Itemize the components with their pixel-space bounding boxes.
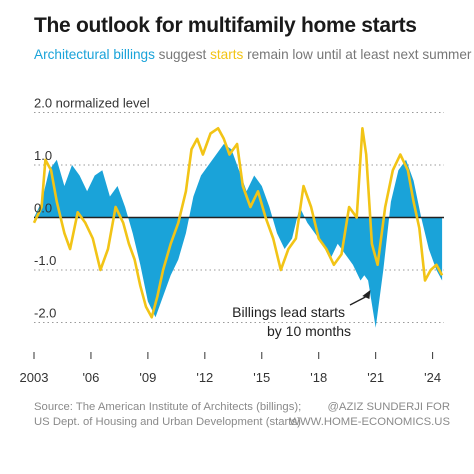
credit-line-2: WWW.HOME-ECONOMICS.US	[289, 416, 450, 428]
billings-area	[34, 144, 443, 328]
subtitle-text-2: remain low until at least next summer	[243, 47, 472, 62]
subtitle-billings-label: Architectural billings	[34, 47, 155, 62]
starts-line	[32, 127, 444, 319]
x-tick-label: '09	[139, 370, 156, 385]
credit-line-1: @AZIZ SUNDERJI FOR	[327, 401, 450, 413]
x-axis: 2003 '06 '09 '12 '15 '18 '21 '24	[20, 352, 441, 385]
y-tick-label: 0.0	[34, 201, 52, 216]
source-line-1: Source: The American Institute of Archit…	[34, 401, 302, 413]
chart-title: The outlook for multifamily home starts	[34, 14, 417, 37]
annotation-line-1: Billings lead starts	[232, 304, 345, 320]
y-tick-label: 1.0	[34, 148, 52, 163]
x-tick-label: '06	[82, 370, 99, 385]
x-tick-label: '15	[253, 370, 270, 385]
y-tick-label: -1.0	[34, 253, 56, 268]
x-tick-label: '18	[310, 370, 327, 385]
y-axis: 2.0 normalized level 1.0 0.0 -1.0 -2.0	[34, 96, 150, 321]
y-tick-label: 2.0 normalized level	[34, 96, 150, 111]
grid-lines	[34, 112, 444, 323]
subtitle-starts-label: starts	[210, 47, 244, 62]
annotation-line-2: by 10 months	[267, 323, 351, 339]
annotation-arrow-line	[349, 296, 366, 306]
x-tick-label: '24	[424, 370, 441, 385]
source-note: Source: The American Institute of Archit…	[34, 400, 301, 430]
x-tick-label: '12	[196, 370, 213, 385]
lead-annotation: Billings lead starts by 10 months	[232, 290, 371, 339]
chart-marks	[32, 127, 444, 328]
y-tick-label: -2.0	[34, 306, 56, 321]
source-line-2: US Dept. of Housing and Urban Developmen…	[34, 416, 301, 428]
x-tick-label: 2003	[20, 370, 49, 385]
subtitle-text-1: suggest	[154, 47, 211, 62]
chart-subtitle: Architectural billings suggest starts re…	[34, 47, 471, 62]
x-tick-label: '21	[367, 370, 384, 385]
credit-note: @AZIZ SUNDERJI FOR WWW.HOME-ECONOMICS.US	[289, 400, 450, 430]
annotation-arrow-head	[362, 290, 371, 299]
